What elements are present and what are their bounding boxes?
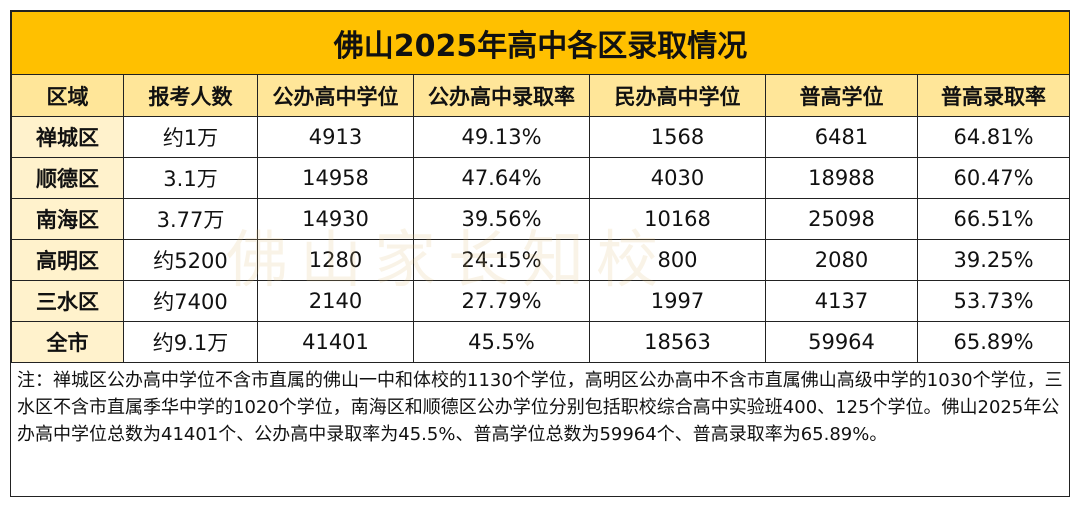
cell: 1568: [589, 116, 766, 158]
column-header: 民办高中学位: [589, 74, 766, 117]
cell: 64.81%: [916, 116, 1071, 158]
data-row: 三水区 约7400 2140 27.79% 1997 4137 53.73%: [11, 280, 1071, 322]
column-header: 区域: [11, 74, 124, 117]
cell: 约5200: [123, 239, 258, 281]
column-header: 普高录取率: [916, 74, 1071, 117]
district: 全市: [11, 321, 124, 363]
cell: 14958: [257, 157, 414, 199]
cell: 65.89%: [916, 321, 1071, 363]
cell: 47.64%: [413, 157, 590, 199]
cell: 41401: [257, 321, 414, 363]
cell: 约7400: [123, 280, 258, 322]
cell: 3.77万: [123, 198, 258, 240]
district: 三水区: [11, 280, 124, 322]
cell: 1997: [589, 280, 766, 322]
cell: 60.47%: [916, 157, 1071, 199]
cell: 18563: [589, 321, 766, 363]
cell: 4030: [589, 157, 766, 199]
cell: 66.51%: [916, 198, 1071, 240]
cell: 18988: [765, 157, 918, 199]
cell: 1280: [257, 239, 414, 281]
cell: 约1万: [123, 116, 258, 158]
cell: 14930: [257, 198, 414, 240]
district: 高明区: [11, 239, 124, 281]
column-header: 公办高中录取率: [413, 74, 590, 117]
title: 佛山2025年高中各区录取情况: [10, 11, 1071, 75]
cell: 4137: [765, 280, 918, 322]
title-row: 佛山2025年高中各区录取情况: [10, 11, 1071, 75]
cell: 39.56%: [413, 198, 590, 240]
cell: 39.25%: [916, 239, 1071, 281]
cell: 59964: [765, 321, 918, 363]
table-container: 佛山2025年高中各区录取情况 区域 报考人数 公办高中学位 公办高中录取率 民办高中学位…: [10, 10, 1071, 497]
column-header: 普高学位: [765, 74, 918, 117]
data-row: 全市 约9.1万 41401 45.5% 18563 59964 65.89%: [11, 321, 1071, 363]
cell: 2080: [765, 239, 918, 281]
note: 注：禅城区公办高中学位不含市直属的佛山一中和体校的1130个学位，高明区公办高中…: [17, 370, 1063, 445]
cell: 800: [589, 239, 766, 281]
cell: 10168: [589, 198, 766, 240]
data-row: 高明区 约5200 1280 24.15% 800 2080 39.25%: [11, 239, 1071, 281]
district: 顺德区: [11, 157, 124, 199]
cell: 3.1万: [123, 157, 258, 199]
cell: 27.79%: [413, 280, 590, 322]
table: 佛山2025年高中各区录取情况 区域 报考人数 公办高中学位 公办高中录取率 民办高中学位…: [10, 11, 1071, 363]
cell: 4913: [257, 116, 414, 158]
cell: 24.15%: [413, 239, 590, 281]
data-row: 南海区 3.77万 14930 39.56% 10168 25098 66.51%: [11, 198, 1071, 240]
cell: 49.13%: [413, 116, 590, 158]
column-header: 报考人数: [123, 74, 258, 117]
data-row: 顺德区 3.1万 14958 47.64% 4030 18988 60.47%: [11, 157, 1071, 199]
cell: 25098: [765, 198, 918, 240]
cell: 53.73%: [916, 280, 1071, 322]
column-header: 公办高中学位: [257, 74, 414, 117]
district: 南海区: [11, 198, 124, 240]
cell: 约9.1万: [123, 321, 258, 363]
cell: 2140: [257, 280, 414, 322]
header-row: 区域 报考人数 公办高中学位 公办高中录取率 民办高中学位 普高学位 普高录取率: [11, 74, 1071, 117]
cell: 45.5%: [413, 321, 590, 363]
data-row: 禅城区 约1万 4913 49.13% 1568 6481 64.81%: [11, 116, 1071, 158]
cell: 6481: [765, 116, 918, 158]
district: 禅城区: [11, 116, 124, 158]
